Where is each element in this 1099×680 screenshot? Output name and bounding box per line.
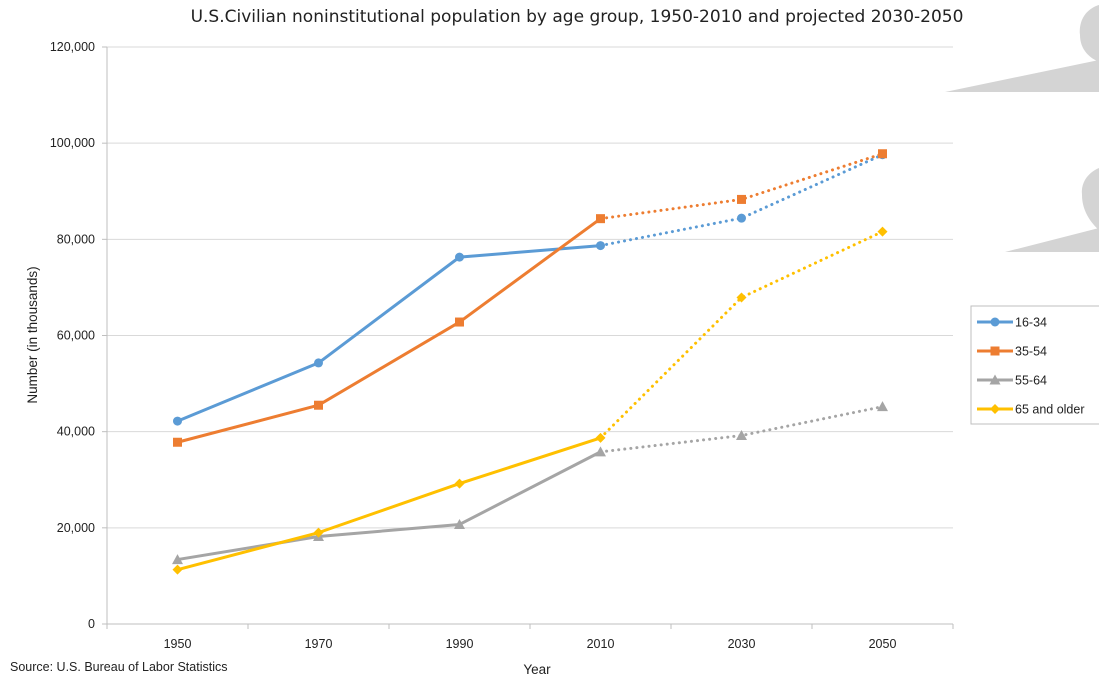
series-line-actual [176,217,602,444]
data-point-triangle [736,430,747,441]
y-tick-label: 40,000 [57,425,95,439]
data-point-circle [455,252,464,262]
data-point-diamond [454,478,465,489]
data-point-diamond [736,292,747,303]
series-line-projected [599,153,884,248]
data-point-square [596,214,605,224]
legend-label: 55-64 [1015,374,1047,388]
y-tick-label: 60,000 [57,329,95,343]
data-point-diamond [877,226,888,237]
x-tick-label: 1970 [305,637,333,651]
data-point-square [455,317,464,327]
data-point-square [314,400,323,410]
series-line-actual [176,244,602,423]
legend-label: 16-34 [1015,316,1047,330]
x-axis-title: Year [523,662,551,677]
x-tick-label: 2010 [587,637,615,651]
data-point-diamond [172,564,183,575]
data-point-square [173,437,182,447]
data-point-diamond [595,432,606,443]
legend: 16-34 35-54 55-64 65 and older [970,305,1099,425]
series-line-projected [599,152,884,221]
data-point-square [990,346,1000,356]
y-tick-label: 20,000 [57,521,95,535]
series-35-54 [173,149,887,447]
x-tick-label: 2050 [869,637,897,651]
y-axis-title: Number (in thousands) [25,266,40,403]
y-tick-label: 100,000 [50,136,95,150]
data-point-circle [314,358,323,368]
data-point-diamond [313,527,324,538]
y-tick-label: 80,000 [57,232,95,246]
series-16-34 [173,150,887,426]
legend-item: 16-34 [977,316,1047,330]
data-point-circle [596,241,605,251]
legend-item: 55-64 [977,374,1047,388]
grid-lines [107,46,953,529]
decorative-wedge-top [945,60,1099,92]
series-line-projected [599,230,884,440]
chart-title: U.S.Civilian noninstitutional population… [191,7,964,27]
decorative-shapes [945,5,1099,252]
series-line-actual [176,436,602,572]
data-point-circle [737,213,746,223]
data-point-circle [173,416,182,426]
decorative-curve-top [1079,5,1099,62]
y-tick-label: 0 [88,617,95,631]
decorative-wedge-bottom [1005,228,1099,252]
x-tick-label: 1990 [446,637,474,651]
data-point-triangle [989,374,1001,385]
x-tick-label: 2030 [728,637,756,651]
data-point-triangle [595,446,606,457]
series-55-64 [172,401,888,565]
legend-item: 65 and older [977,403,1085,417]
axes [102,46,954,629]
series-line-actual [176,450,602,562]
legend-box [970,305,1099,425]
legend-item: 35-54 [977,345,1047,359]
series-65-and-older [172,226,888,575]
x-tick-label: 1950 [164,637,192,651]
y-tick-labels: 0 20,000 40,000 60,000 80,000 100,000 120,000 [50,40,95,631]
data-point-triangle [877,401,888,412]
data-point-triangle [172,554,183,565]
y-tick-label: 120,000 [50,40,95,54]
legend-label: 35-54 [1015,345,1047,359]
source-note: Source: U.S. Bureau of Labor Statistics [10,660,227,674]
decorative-curve-bottom [1081,168,1099,230]
series-lines [172,149,888,575]
data-point-circle [990,317,1000,327]
data-point-diamond [990,404,1000,414]
series-line-projected [599,405,884,454]
x-tick-labels: 1950 1970 1990 2010 2030 2050 [164,637,897,651]
data-point-square [737,194,746,204]
data-point-triangle [454,518,465,529]
legend-label: 65 and older [1015,403,1085,417]
data-point-square [878,149,887,159]
